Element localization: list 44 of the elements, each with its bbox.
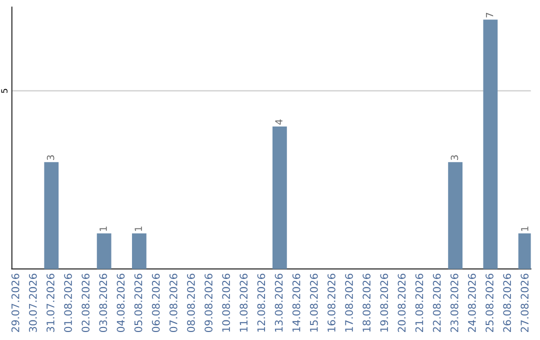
bar: [132, 233, 146, 269]
bar: [272, 126, 287, 269]
x-tick-label: 27.08.2026: [520, 274, 529, 332]
x-tick-label: 07.08.2026: [169, 274, 178, 332]
x-tick-label: 10.08.2026: [222, 274, 230, 332]
x-tick-label: 03.08.2026: [99, 274, 108, 332]
y-tick-label: 5: [1, 88, 8, 93]
x-tick-label: 17.08.2026: [345, 274, 353, 332]
x-tick-label: 18.08.2026: [362, 274, 371, 332]
x-tick-label: 04.08.2026: [116, 274, 125, 332]
x-tick-label: 09.08.2026: [204, 274, 212, 332]
bar: [448, 162, 463, 269]
x-tick-label: 16.08.2026: [328, 274, 336, 332]
data-label: 7: [486, 12, 494, 18]
x-tick-label: 26.08.2026: [503, 274, 512, 332]
x-tick-label: 25.08.2026: [486, 274, 494, 332]
x-tick-label: 19.08.2026: [380, 274, 388, 332]
x-tick-label: 14.08.2026: [292, 274, 300, 332]
bar: [44, 162, 59, 269]
x-tick-label: 06.08.2026: [152, 274, 160, 332]
x-tick-label: 21.08.2026: [415, 274, 424, 332]
x-tick-label: 30.07.2026: [28, 274, 37, 332]
x-tick-label: 05.08.2026: [134, 274, 142, 332]
data-label: 3: [450, 155, 458, 160]
x-tick-label: 23.08.2026: [450, 274, 458, 332]
x-tick-label: 13.08.2026: [274, 274, 283, 332]
x-tick-label: 11.08.2026: [240, 274, 248, 332]
data-label: 3: [46, 155, 54, 160]
bar: [96, 233, 112, 269]
data-label: 1: [134, 226, 142, 231]
x-tick-label: 29.07.2026: [11, 274, 20, 332]
x-tick-label: 31.07.2026: [46, 274, 54, 332]
x-tick-label: 02.08.2026: [82, 274, 90, 332]
bar: [483, 20, 498, 269]
data-label: 1: [521, 226, 528, 231]
x-tick-label: 24.08.2026: [468, 274, 476, 332]
x-tick-label: 01.08.2026: [64, 274, 72, 332]
x-tick-label: 22.08.2026: [432, 274, 441, 332]
data-label: 4: [275, 119, 282, 125]
data-label: 1: [100, 226, 107, 231]
x-tick-label: 20.08.2026: [398, 274, 406, 332]
x-tick-label: 12.08.2026: [257, 274, 266, 332]
x-tick-label: 15.08.2026: [310, 274, 318, 332]
x-tick-label: 08.08.2026: [187, 274, 195, 332]
